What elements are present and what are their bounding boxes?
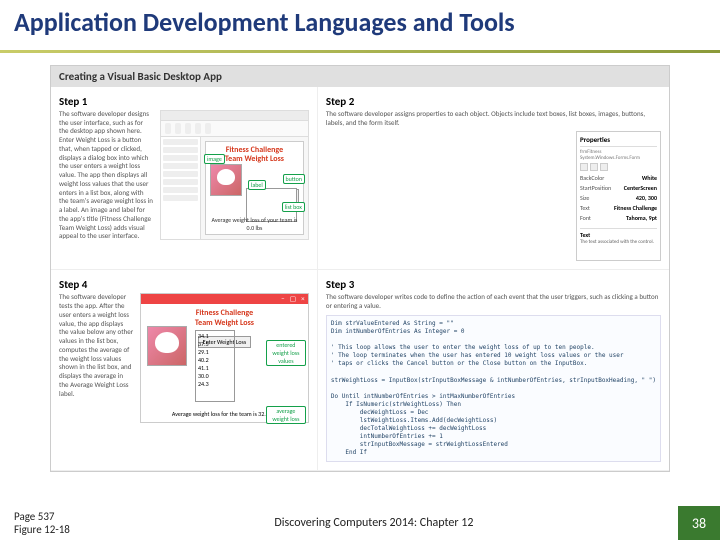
step-1-label: Step 1 bbox=[59, 95, 309, 108]
avg-label: Average weight loss of your team is 0.0 … bbox=[210, 216, 299, 232]
running-app: –▢× Fitness ChallengeTeam Weight Loss En… bbox=[140, 293, 309, 423]
page-ref: Page 537 bbox=[14, 510, 70, 523]
step-2-cell: Step 2 The software developer assigns pr… bbox=[318, 87, 669, 271]
step-3-text: The software developer writes code to de… bbox=[326, 293, 661, 311]
slide-number-badge: 38 bbox=[678, 506, 720, 540]
code-sample: Dim strValueEntered As String = "" Dim i… bbox=[326, 315, 661, 463]
app-image bbox=[210, 164, 242, 196]
callout-image: image bbox=[204, 154, 225, 164]
properties-panel: Properties frmFitness System.Windows.For… bbox=[576, 131, 661, 261]
step-4-text: The software developer tests the app. Af… bbox=[59, 293, 134, 423]
running-image bbox=[147, 326, 187, 366]
figure-12-18: Creating a Visual Basic Desktop App Step… bbox=[50, 65, 670, 473]
callout-label: label bbox=[248, 180, 266, 190]
callout-average: average weight loss bbox=[266, 406, 306, 424]
step-2-label: Step 2 bbox=[326, 95, 661, 108]
callout-entered: entered weight loss values bbox=[266, 340, 306, 366]
step-1-cell: Step 1 The software developer designs th… bbox=[51, 87, 318, 271]
callout-button: button bbox=[283, 174, 305, 184]
running-listbox: 34.1 37.5 29.1 40.2 41.1 30.0 24.3 bbox=[195, 330, 235, 402]
footer-center: Discovering Computers 2014: Chapter 12 bbox=[274, 516, 473, 530]
step-4-label: Step 4 bbox=[59, 278, 309, 291]
step-2-text: The software developer assigns propertie… bbox=[326, 110, 661, 128]
callout-listbox: list box bbox=[282, 202, 305, 212]
step-1-text: The software developer designs the user … bbox=[59, 110, 154, 241]
step-4-cell: Step 4 The software developer tests the … bbox=[51, 270, 318, 471]
slide-title: Application Development Languages and To… bbox=[14, 8, 706, 38]
app-form-design: Fitness ChallengeTeam Weight Loss Enter … bbox=[205, 141, 304, 235]
figure-header: Creating a Visual Basic Desktop App bbox=[51, 66, 669, 87]
ide-mock-step1: Fitness ChallengeTeam Weight Loss Enter … bbox=[160, 110, 309, 240]
step-3-label: Step 3 bbox=[326, 278, 661, 291]
figure-ref: Figure 12-18 bbox=[14, 523, 70, 536]
step-3-cell: Step 3 The software developer writes cod… bbox=[318, 270, 669, 471]
footer: Page 537 Figure 12-18 Discovering Comput… bbox=[0, 506, 720, 540]
